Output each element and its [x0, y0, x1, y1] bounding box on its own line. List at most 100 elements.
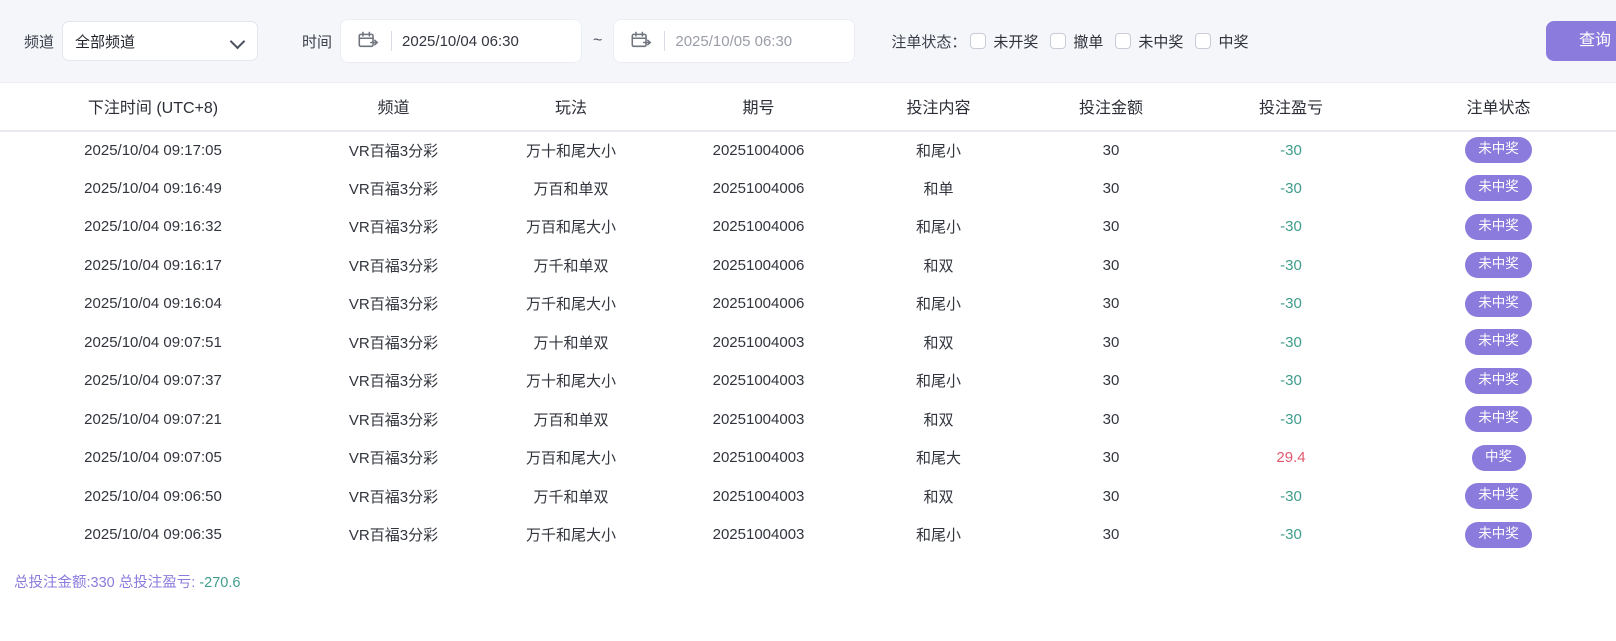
- checkbox-icon[interactable]: [970, 33, 987, 49]
- records-table-container: 下注时间 (UTC+8) 频道 玩法 期号 投注内容 投注金额 投注盈亏 注单状…: [0, 82, 1616, 554]
- channel-label: 频道: [24, 33, 55, 51]
- table-row[interactable]: 2025/10/04 09:16:49 VR百福3分彩 万百和单双 202510040…: [0, 169, 1616, 208]
- date-end-value: 2025/10/05 06:30: [675, 32, 793, 50]
- cell-status: 中奖: [1381, 438, 1616, 477]
- table-row[interactable]: 2025/10/04 09:07:05 VR百福3分彩 万百和尾大小 20251004…: [0, 438, 1616, 477]
- cell-play: 万千和单双: [481, 246, 661, 285]
- cell-issue: 20251004003: [661, 400, 856, 439]
- status-checkbox-won[interactable]: 中奖: [1195, 31, 1248, 52]
- cell-content: 和单: [856, 169, 1021, 208]
- cell-amount: 30: [1021, 515, 1201, 554]
- cell-channel: VR百福3分彩: [306, 515, 481, 554]
- cell-channel: VR百福3分彩: [306, 207, 481, 246]
- cell-content: 和尾大: [856, 438, 1021, 477]
- column-header-profit: 投注盈亏: [1201, 82, 1381, 132]
- cell-time: 2025/10/04 09:16:04: [0, 284, 306, 323]
- cell-issue: 20251004003: [661, 515, 856, 554]
- table-row[interactable]: 2025/10/04 09:06:35 VR百福3分彩 万千和尾大小 20251004…: [0, 515, 1616, 554]
- table-row[interactable]: 2025/10/04 09:06:50 VR百福3分彩 万千和单双 202510040…: [0, 477, 1616, 516]
- status-badge: 未中奖: [1465, 521, 1532, 548]
- date-range-separator: ~: [593, 32, 603, 49]
- cell-play: 万百和单双: [481, 400, 661, 439]
- date-divider: [664, 31, 666, 51]
- date-start-input[interactable]: 2025/10/04 06:30: [340, 19, 583, 63]
- cell-profit-loss: -30: [1201, 400, 1381, 439]
- cell-play: 万百和尾大小: [481, 438, 661, 477]
- column-header-status: 注单状态: [1381, 82, 1616, 132]
- status-badge: 中奖: [1471, 444, 1526, 471]
- status-checkbox-lost[interactable]: 未中奖: [1115, 31, 1183, 52]
- cell-amount: 30: [1021, 246, 1201, 285]
- status-checkbox-label: 撤单: [1073, 33, 1104, 51]
- table-row[interactable]: 2025/10/04 09:07:37 VR百福3分彩 万十和尾大小 20251004…: [0, 361, 1616, 400]
- cell-channel: VR百福3分彩: [306, 169, 481, 208]
- checkbox-icon[interactable]: [1115, 33, 1132, 49]
- cell-play: 万千和单双: [481, 477, 661, 516]
- table-row[interactable]: 2025/10/04 09:16:04 VR百福3分彩 万千和尾大小 20251004…: [0, 284, 1616, 323]
- cell-channel: VR百福3分彩: [306, 284, 481, 323]
- status-checkbox-label: 未中奖: [1138, 33, 1184, 51]
- status-checkbox-label: 中奖: [1218, 33, 1249, 51]
- table-row[interactable]: 2025/10/04 09:16:17 VR百福3分彩 万千和单双 202510040…: [0, 246, 1616, 285]
- cell-content: 和尾小: [856, 207, 1021, 246]
- query-button[interactable]: 查询: [1546, 21, 1616, 61]
- status-badge: 未中奖: [1465, 137, 1532, 164]
- filter-toolbar: 频道 全部频道 时间: [0, 0, 1616, 82]
- cell-issue: 20251004006: [661, 207, 856, 246]
- cell-issue: 20251004006: [661, 130, 856, 169]
- cell-amount: 30: [1021, 169, 1201, 208]
- cell-amount: 30: [1021, 284, 1201, 323]
- cell-issue: 20251004006: [661, 284, 856, 323]
- cell-profit-loss: -30: [1201, 477, 1381, 516]
- cell-time: 2025/10/04 09:16:17: [0, 246, 306, 285]
- records-table: 下注时间 (UTC+8) 频道 玩法 期号 投注内容 投注金额 投注盈亏 注单状…: [0, 82, 1616, 554]
- status-checkbox-cancelled[interactable]: 撤单: [1050, 31, 1103, 52]
- cell-play: 万十和尾大小: [481, 130, 661, 169]
- table-row[interactable]: 2025/10/04 09:16:32 VR百福3分彩 万百和尾大小 20251004…: [0, 207, 1616, 246]
- cell-time: 2025/10/04 09:16:32: [0, 207, 306, 246]
- cell-profit-loss: -30: [1201, 284, 1381, 323]
- channel-select[interactable]: 全部频道: [62, 21, 259, 61]
- table-row[interactable]: 2025/10/04 09:07:21 VR百福3分彩 万百和单双 202510040…: [0, 400, 1616, 439]
- table-row[interactable]: 2025/10/04 09:17:05 VR百福3分彩 万十和尾大小 20251004…: [0, 130, 1616, 169]
- date-end-input[interactable]: 2025/10/05 06:30: [613, 19, 856, 63]
- cell-channel: VR百福3分彩: [306, 477, 481, 516]
- cell-status: 未中奖: [1381, 361, 1616, 400]
- cell-content: 和双: [856, 477, 1021, 516]
- cell-time: 2025/10/04 09:07:37: [0, 361, 306, 400]
- cell-issue: 20251004006: [661, 169, 856, 208]
- column-header-content: 投注内容: [856, 82, 1021, 132]
- cell-time: 2025/10/04 09:07:51: [0, 323, 306, 362]
- cell-amount: 30: [1021, 438, 1201, 477]
- cell-status: 未中奖: [1381, 284, 1616, 323]
- cell-content: 和双: [856, 323, 1021, 362]
- cell-status: 未中奖: [1381, 207, 1616, 246]
- column-header-time: 下注时间 (UTC+8): [0, 82, 306, 132]
- table-body: 2025/10/04 09:17:05 VR百福3分彩 万十和尾大小 20251004…: [0, 130, 1616, 554]
- checkbox-icon[interactable]: [1195, 33, 1212, 49]
- column-header-play: 玩法: [481, 82, 661, 132]
- cell-time: 2025/10/04 09:17:05: [0, 130, 306, 169]
- cell-channel: VR百福3分彩: [306, 130, 481, 169]
- cell-profit-loss: -30: [1201, 207, 1381, 246]
- cell-issue: 20251004003: [661, 477, 856, 516]
- summary-footer: 总投注金额:330 总投注盈亏: -270.6: [0, 554, 1616, 592]
- status-filter-group: 注单状态： 未开奖 撤单 未中奖 中奖: [891, 31, 1260, 52]
- cell-channel: VR百福3分彩: [306, 361, 481, 400]
- calendar-icon: [357, 30, 379, 52]
- cell-amount: 30: [1021, 130, 1201, 169]
- cell-play: 万千和尾大小: [481, 284, 661, 323]
- status-checkbox-pending[interactable]: 未开奖: [970, 31, 1038, 52]
- cell-issue: 20251004003: [661, 361, 856, 400]
- checkbox-icon[interactable]: [1050, 33, 1067, 49]
- status-badge: 未中奖: [1465, 290, 1532, 317]
- column-header-amount: 投注金额: [1021, 82, 1201, 132]
- status-badge: 未中奖: [1465, 367, 1532, 394]
- total-amount-value: 330: [90, 575, 115, 591]
- time-label: 时间: [302, 33, 333, 51]
- cell-time: 2025/10/04 09:07:05: [0, 438, 306, 477]
- cell-status: 未中奖: [1381, 246, 1616, 285]
- cell-status: 未中奖: [1381, 515, 1616, 554]
- table-row[interactable]: 2025/10/04 09:07:51 VR百福3分彩 万十和单双 202510040…: [0, 323, 1616, 362]
- cell-play: 万十和单双: [481, 323, 661, 362]
